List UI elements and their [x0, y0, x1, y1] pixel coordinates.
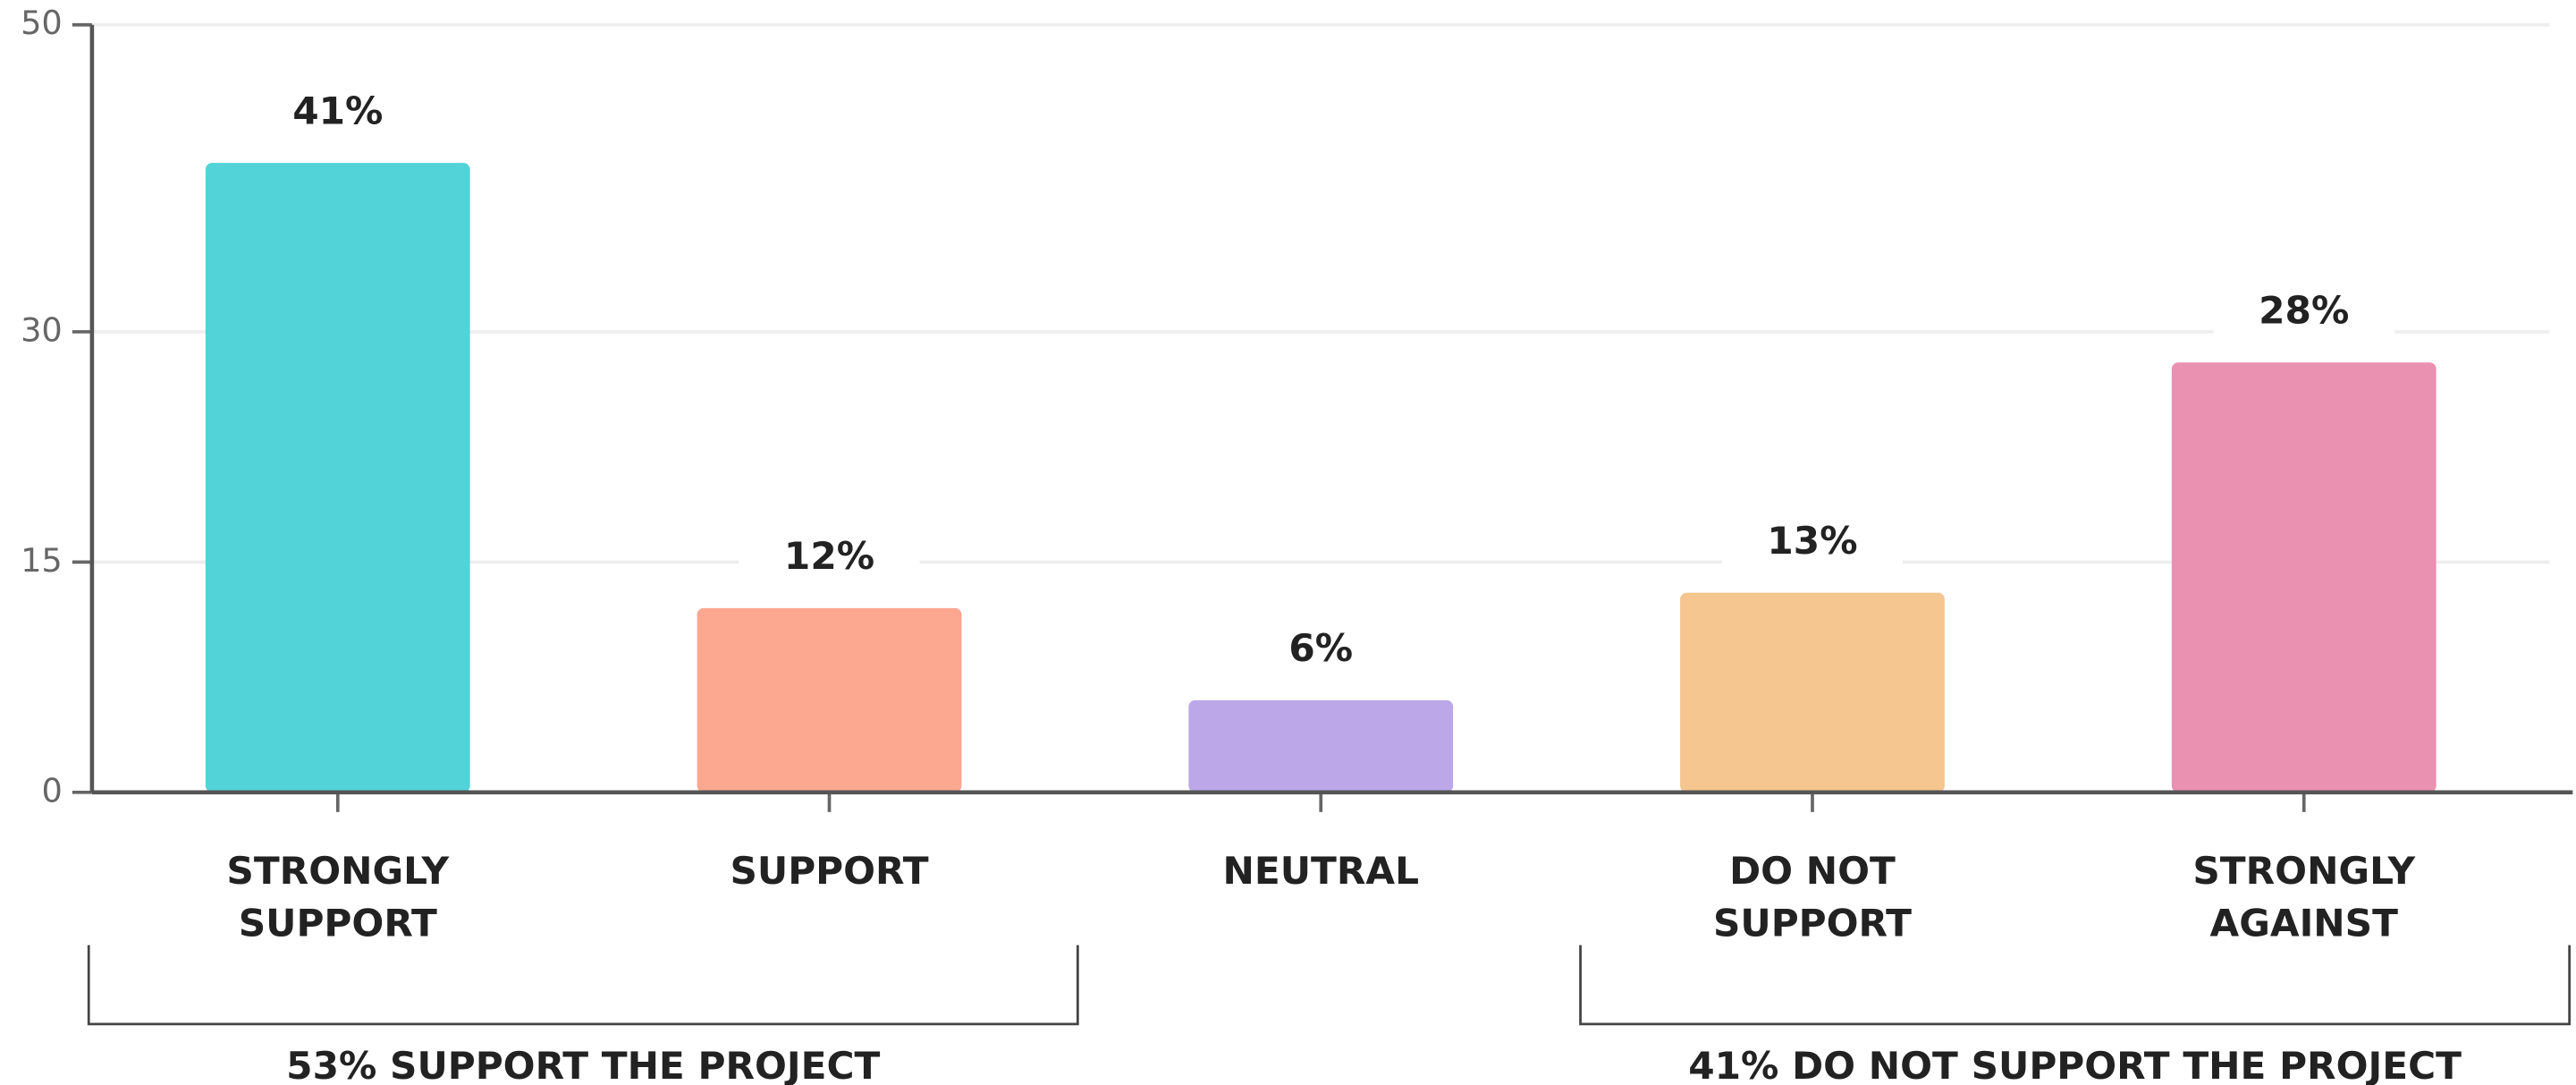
bar — [697, 607, 962, 793]
x-tick-label-line: SUPPORT — [1713, 901, 1912, 945]
bar — [1188, 699, 1454, 793]
value-label: 6% — [1288, 626, 1353, 670]
x-tick-label-line: DO NOT — [1729, 848, 1896, 892]
y-tick-label: 30 — [21, 310, 63, 349]
x-tick-label-line: AGAINST — [2210, 901, 2399, 945]
annotation: 53% SUPPORT THE PROJECT — [286, 1044, 880, 1085]
x-tick-label-line: SUPPORT — [239, 901, 437, 945]
x-tick-label: SUPPORT — [730, 848, 928, 892]
value-label-bg — [247, 83, 428, 144]
x-tick-label: NEUTRAL — [1222, 848, 1419, 892]
value-label-bg — [1230, 621, 1412, 681]
value-label-bg — [2213, 284, 2394, 343]
y-tick-label: 0 — [41, 771, 62, 810]
x-tick-label: STRONGLY AGAINST — [2192, 848, 2415, 945]
value-label: 13% — [1767, 519, 1857, 563]
bar — [1680, 592, 1945, 793]
bar — [2171, 362, 2437, 793]
value-label: 41% — [292, 89, 383, 133]
bar — [205, 163, 470, 793]
y-tick-label: 15 — [21, 541, 63, 580]
x-tick-label-line: STRONGLY — [2192, 848, 2415, 892]
y-tick-label: 50 — [21, 4, 63, 42]
x-tick-label: STRONGLY SUPPORT — [226, 848, 449, 945]
annotation-bracket — [87, 945, 1079, 1026]
value-label-bg — [739, 529, 920, 589]
value-label: 28% — [2259, 289, 2349, 333]
x-tick-label: DO NOT SUPPORT — [1713, 848, 1912, 945]
x-tick-label-line: NEUTRAL — [1222, 848, 1419, 892]
x-tick-label-line: STRONGLY — [226, 848, 449, 892]
annotation-bracket — [1579, 945, 2572, 1026]
value-label-bg — [1721, 513, 1904, 573]
annotation: 41% DO NOT SUPPORT THE PROJECT — [1688, 1044, 2462, 1085]
x-tick-label-line: SUPPORT — [730, 848, 928, 892]
value-label: 12% — [784, 534, 874, 578]
